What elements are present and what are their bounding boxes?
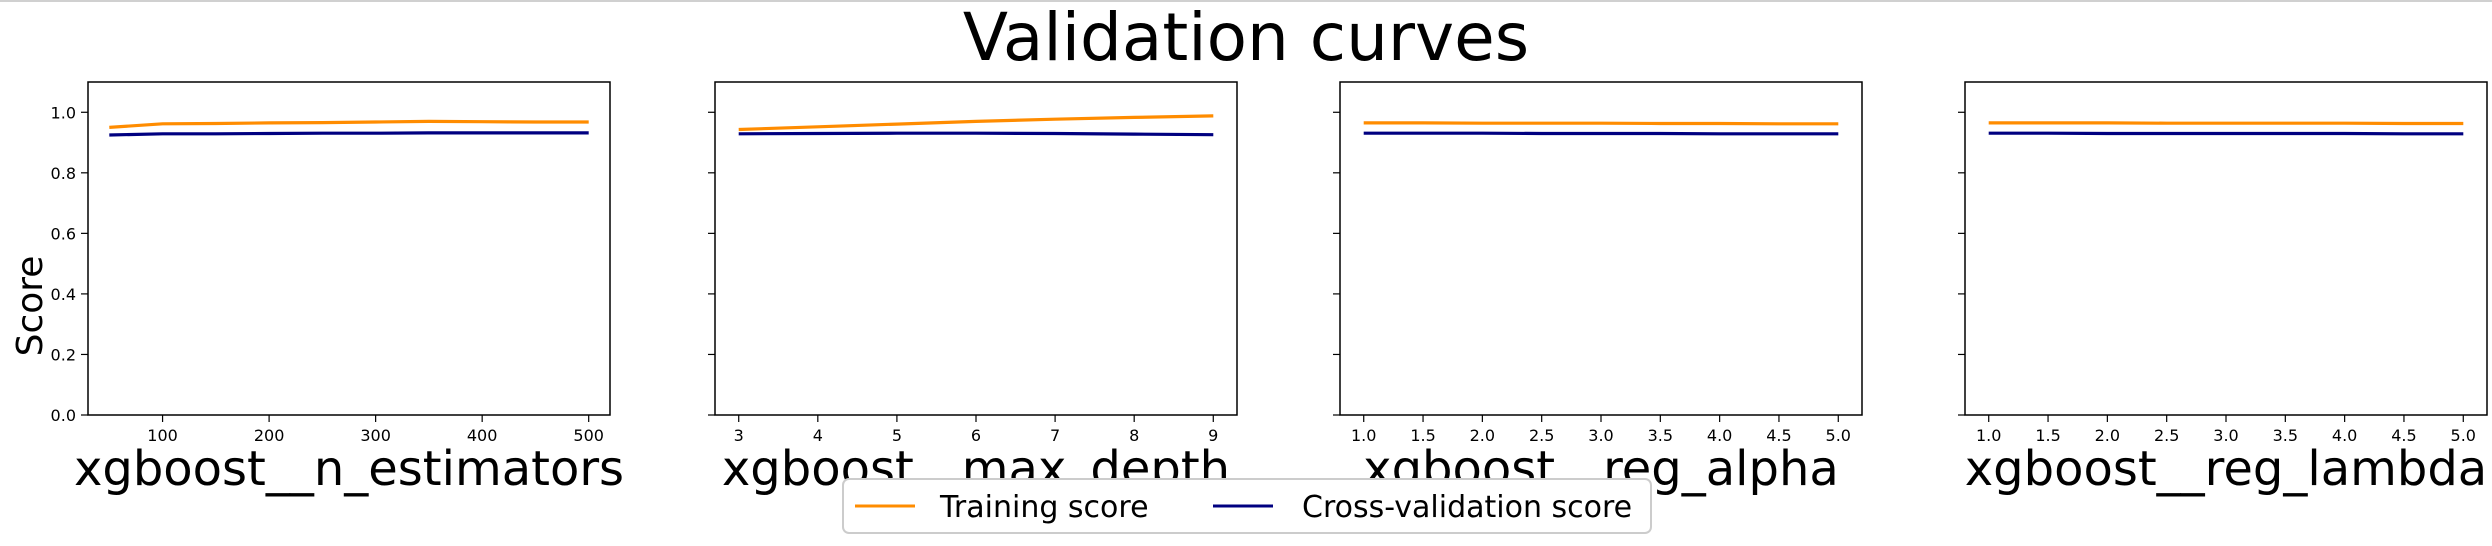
- x-tick-label: 400: [467, 426, 498, 445]
- x-tick-label: 2.5: [2154, 426, 2179, 445]
- legend-label-cross-validation-score: Cross-validation score: [1302, 490, 1632, 525]
- x-axis-label: xgboost__n_estimators: [74, 441, 624, 497]
- series-line-cross-validation-score: [738, 131, 1214, 137]
- x-tick-label: 1.5: [1410, 426, 1435, 445]
- x-tick-label: 1.0: [1976, 426, 2001, 445]
- figure-title: Validation curves: [963, 0, 1529, 76]
- series-line-cross-validation-score: [109, 131, 589, 137]
- series-line-training-score: [1988, 121, 2464, 126]
- y-tick-label: 0.4: [51, 285, 76, 304]
- x-axis-label: xgboost__reg_lambda: [1965, 441, 2487, 497]
- x-tick-label: 2.0: [2095, 426, 2120, 445]
- x-tick-label: 9: [1208, 426, 1218, 445]
- x-tick-label: 5.0: [2451, 426, 2476, 445]
- series-line-training-score: [738, 114, 1214, 132]
- y-axis-label: Score: [10, 256, 51, 357]
- y-tick-label: 0.6: [51, 224, 76, 243]
- x-tick-label: 2.5: [1529, 426, 1554, 445]
- subplot-xgboost-n-estimators: 0.0 0.2 0.4 0.6 0.8 1.0 100 200 300 400 500xgboost…: [51, 81, 624, 497]
- x-tick-label: 5.0: [1826, 426, 1851, 445]
- x-tick-label: 6: [971, 426, 981, 445]
- x-tick-label: 3.5: [2273, 426, 2298, 445]
- x-tick-label: 3: [734, 426, 744, 445]
- y-tick-label: 0.2: [51, 345, 76, 364]
- series-line-training-score: [1363, 121, 1839, 126]
- x-tick-label: 4.0: [2332, 426, 2357, 445]
- x-tick-label: 7: [1050, 426, 1060, 445]
- x-tick-label: 3.0: [2213, 426, 2238, 445]
- top-border: [0, 0, 2492, 2]
- x-tick-label: 3.0: [1588, 426, 1613, 445]
- x-tick-label: 4.5: [1766, 426, 1791, 445]
- x-tick-label: 200: [254, 426, 285, 445]
- x-tick-label: 3.5: [1648, 426, 1673, 445]
- subplot-xgboost-reg-lambda: 1.0 1.5 2.0 2.5 3.0 3.5 4.0 4.5 5.0xgboost__reg_…: [1958, 81, 2488, 497]
- legend-label-training-score: Training score: [939, 490, 1149, 525]
- series-line-training-score: [109, 119, 589, 129]
- legend: Training score Cross-validation score: [842, 478, 1652, 534]
- y-tick-label: 0.0: [51, 406, 76, 425]
- series-line-cross-validation-score: [1363, 131, 1839, 136]
- x-tick-label: 4: [813, 426, 823, 445]
- x-tick-label: 4.5: [2391, 426, 2416, 445]
- x-tick-label: 8: [1129, 426, 1139, 445]
- x-tick-label: 100: [147, 426, 178, 445]
- series-line-cross-validation-score: [1988, 131, 2464, 136]
- y-tick-label: 0.8: [51, 164, 76, 183]
- axes-frame: [87, 81, 611, 416]
- x-tick-label: 5: [892, 426, 902, 445]
- x-tick-label: 500: [573, 426, 604, 445]
- subplot-xgboost-reg-alpha: 1.0 1.5 2.0 2.5 3.0 3.5 4.0 4.5 5.0xgboost__reg_…: [1333, 81, 1863, 497]
- x-tick-label: 4.0: [1707, 426, 1732, 445]
- x-tick-label: 1.0: [1351, 426, 1376, 445]
- y-tick-label: 1.0: [51, 103, 76, 122]
- x-tick-label: 1.5: [2035, 426, 2060, 445]
- x-tick-label: 300: [360, 426, 391, 445]
- x-tick-label: 2.0: [1470, 426, 1495, 445]
